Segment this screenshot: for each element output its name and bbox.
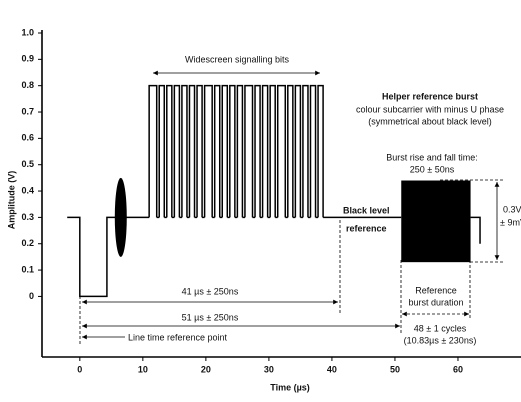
x-axis-label: Time (µs): [270, 382, 310, 392]
annotation: ± 9mV: [500, 217, 521, 227]
annotation: Burst rise and fall time:: [386, 152, 478, 162]
waveform: [470, 216, 481, 244]
annotation: reference: [346, 223, 387, 233]
x-tick-label: 10: [138, 364, 148, 374]
x-tick-label: 0: [77, 364, 82, 374]
annotation: 48 ± 1 cycles: [414, 323, 467, 333]
signal-bit: [261, 84, 269, 218]
signal-bit: [203, 84, 213, 218]
y-tick-label: 0.4: [21, 185, 34, 195]
x-tick-label: 60: [453, 364, 463, 374]
annotation: burst duration: [408, 297, 463, 307]
annotation: 0.3V: [503, 204, 521, 214]
annotation: 250 ± 50ns: [410, 164, 455, 174]
y-tick-label: 0.7: [21, 106, 34, 116]
y-axis-label: Amplitude (V): [6, 171, 16, 230]
annotation: colour subcarrier with minus U phase: [356, 104, 504, 114]
signal-bit: [148, 84, 158, 218]
signal-bit: [236, 84, 244, 218]
signal-bit: [254, 84, 261, 218]
x-tick-label: 30: [264, 364, 274, 374]
y-tick-label: 0.8: [21, 80, 34, 90]
signal-bit: [287, 84, 294, 218]
signal-bit: [221, 84, 229, 218]
signal-bit: [229, 84, 236, 218]
signal-bit: [213, 84, 221, 218]
y-tick-label: 0.1: [21, 264, 34, 274]
waveform: [67, 216, 150, 298]
y-tick-label: 0.9: [21, 54, 34, 64]
annotation: (symmetrical about black level): [368, 116, 492, 126]
signal-bit: [244, 84, 254, 218]
y-tick-label: 1.0: [21, 27, 34, 37]
x-tick-label: 20: [201, 364, 211, 374]
x-tick-label: 40: [327, 364, 337, 374]
signal-bit: [317, 84, 324, 218]
colour-burst: [114, 177, 127, 257]
annotation: (10.83µs ± 230ns): [404, 335, 477, 345]
annotation: 41 µs ± 250ns: [182, 286, 239, 296]
annotation: Reference: [415, 285, 457, 295]
signal-bit: [158, 84, 166, 218]
annotation: Helper reference burst: [382, 91, 478, 101]
annotation: Line time reference point: [128, 332, 228, 342]
helper-burst: [401, 180, 471, 263]
signal-bit: [276, 84, 287, 218]
signal-bit: [294, 84, 302, 218]
signal-bit: [188, 84, 196, 218]
annotation: Widescreen signalling bits: [185, 54, 290, 64]
annotation: Black level: [343, 205, 390, 215]
y-tick-label: 0.2: [21, 238, 34, 248]
signal-bit: [173, 84, 181, 218]
y-tick-label: 0: [29, 291, 34, 301]
y-tick-label: 0.3: [21, 212, 34, 222]
signal-bit: [302, 84, 309, 218]
signal-bit: [309, 84, 317, 218]
annotation: 51 µs ± 250ns: [182, 312, 239, 322]
signal-bit: [166, 84, 173, 218]
signal-bit: [269, 84, 276, 218]
signal-bit: [196, 84, 203, 218]
y-tick-label: 0.5: [21, 159, 34, 169]
x-tick-label: 50: [390, 364, 400, 374]
signal-bit: [181, 84, 188, 218]
y-tick-label: 0.6: [21, 133, 34, 143]
